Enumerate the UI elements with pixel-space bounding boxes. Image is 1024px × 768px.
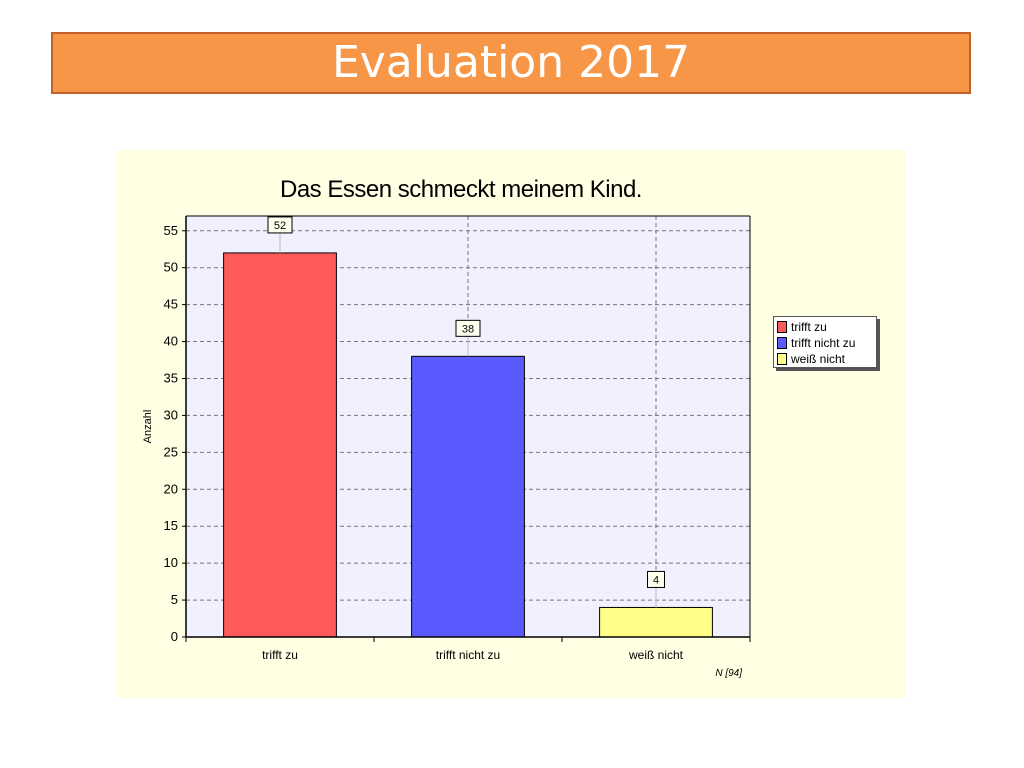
y-tick-label: 45 [164,297,178,312]
legend-label: trifft nicht zu [791,336,856,350]
chart-legend: trifft zu trifft nicht zu weiß nicht [773,316,877,368]
y-tick-label: 20 [164,481,178,496]
chart-title: Das Essen schmeckt meinem Kind. [280,176,642,203]
x-tick-label: trifft zu [262,648,298,662]
data-label-box [647,570,665,588]
bar-3 [599,606,713,638]
legend-swatch [777,337,787,349]
legend-item: trifft zu [777,319,873,335]
y-tick-label: 0 [171,629,178,644]
data-label-box [455,319,481,337]
data-label: 52 [274,220,286,232]
x-tick-label: trifft nicht zu [436,648,500,662]
y-tick-label: 40 [164,334,178,349]
y-tick-label: 15 [164,518,178,533]
y-tick-label: 10 [164,555,178,570]
legend-item: trifft nicht zu [777,335,873,351]
legend-label: weiß nicht [791,352,846,366]
data-label-box [267,216,293,234]
slide-title: Evaluation 2017 [331,37,691,88]
y-axis-label: Anzahl [142,410,154,444]
y-tick-label: 5 [171,592,178,607]
bar-2 [411,355,525,638]
legend-swatch [777,353,787,365]
y-tick-label: 30 [164,407,178,422]
chart-panel: Das Essen schmeckt meinem Kind. 0 5 10 15 20… [116,150,906,698]
bar-chart: 0 5 10 15 20 25 30 35 40 45 50 55 52 trifft zu 38 triff… [142,215,751,679]
y-tick-label: 55 [164,223,178,238]
legend-label: trifft zu [791,320,827,334]
y-tick-label: 35 [164,370,178,385]
legend-item: weiß nicht [777,351,873,367]
legend-swatch [777,321,787,333]
bar-1 [223,252,337,638]
y-tick-label: 50 [164,260,178,275]
slide-title-bar: Evaluation 2017 [51,32,971,94]
data-label: 4 [653,574,659,586]
data-label: 38 [462,323,474,335]
y-tick-label: 25 [164,444,178,459]
x-tick-label: weiß nicht [628,648,684,662]
chart-footnote: N [94] [715,668,742,679]
